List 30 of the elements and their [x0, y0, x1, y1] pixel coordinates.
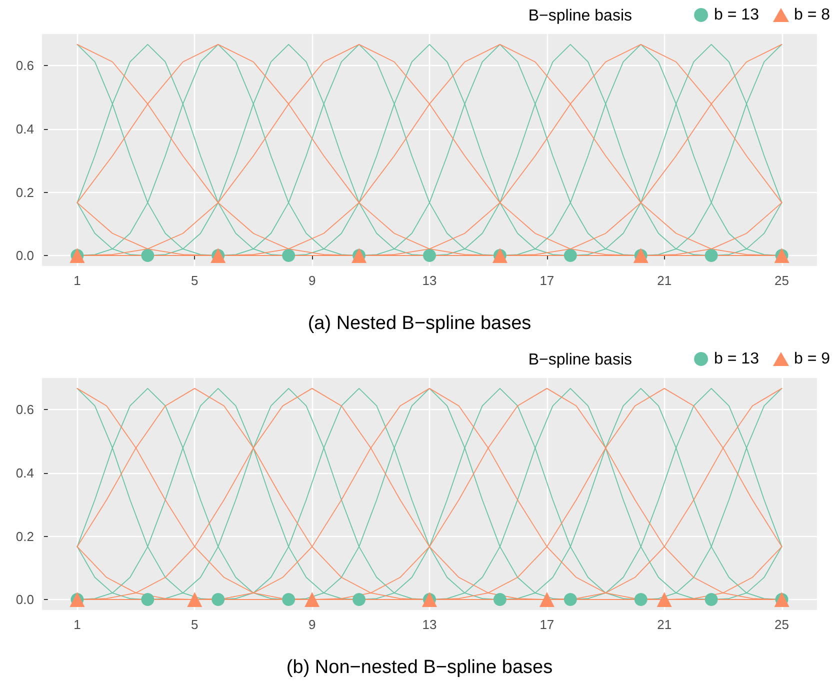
- x-tick-label: 5: [191, 273, 198, 288]
- x-tick-label: 17: [540, 617, 554, 632]
- x-tick-label: 21: [657, 273, 672, 288]
- x-tick-label: 1: [74, 273, 81, 288]
- y-tick-label: 0.4: [16, 121, 34, 136]
- x-tick-label: 13: [422, 273, 437, 288]
- x-tick-label: 13: [422, 617, 437, 632]
- legend-title: B−spline basis: [528, 8, 632, 24]
- x-tick-label: 17: [540, 273, 554, 288]
- text: (b) Non−nested B−spline bases: [286, 657, 553, 678]
- y-tick-label: 0.0: [16, 592, 34, 608]
- y-tick-label: 0.2: [16, 528, 34, 544]
- x-tick-label: 25: [774, 273, 790, 288]
- y-tick-label: 0.4: [16, 465, 34, 480]
- x-tick-label: 25: [774, 617, 790, 632]
- y-tick-label: 0.6: [16, 58, 34, 74]
- legend-label: b = 9: [794, 350, 830, 368]
- y-tick-label: 0.0: [16, 248, 34, 264]
- legend-label: b = 13: [714, 350, 760, 368]
- x-tick-label: 5: [191, 617, 198, 632]
- legend-label: b = 13: [714, 6, 760, 24]
- x-tick-label: 9: [308, 617, 316, 632]
- x-tick-label: 21: [657, 617, 672, 632]
- text: (a) Nested B−spline bases: [308, 313, 532, 334]
- y-tick-label: 0.2: [16, 184, 34, 200]
- legend-title: B−spline basis: [528, 352, 632, 368]
- x-tick-label: 1: [74, 617, 81, 632]
- y-tick-label: 0.6: [16, 402, 34, 418]
- x-tick-label: 9: [308, 273, 316, 288]
- legend-label: b = 8: [794, 6, 830, 24]
